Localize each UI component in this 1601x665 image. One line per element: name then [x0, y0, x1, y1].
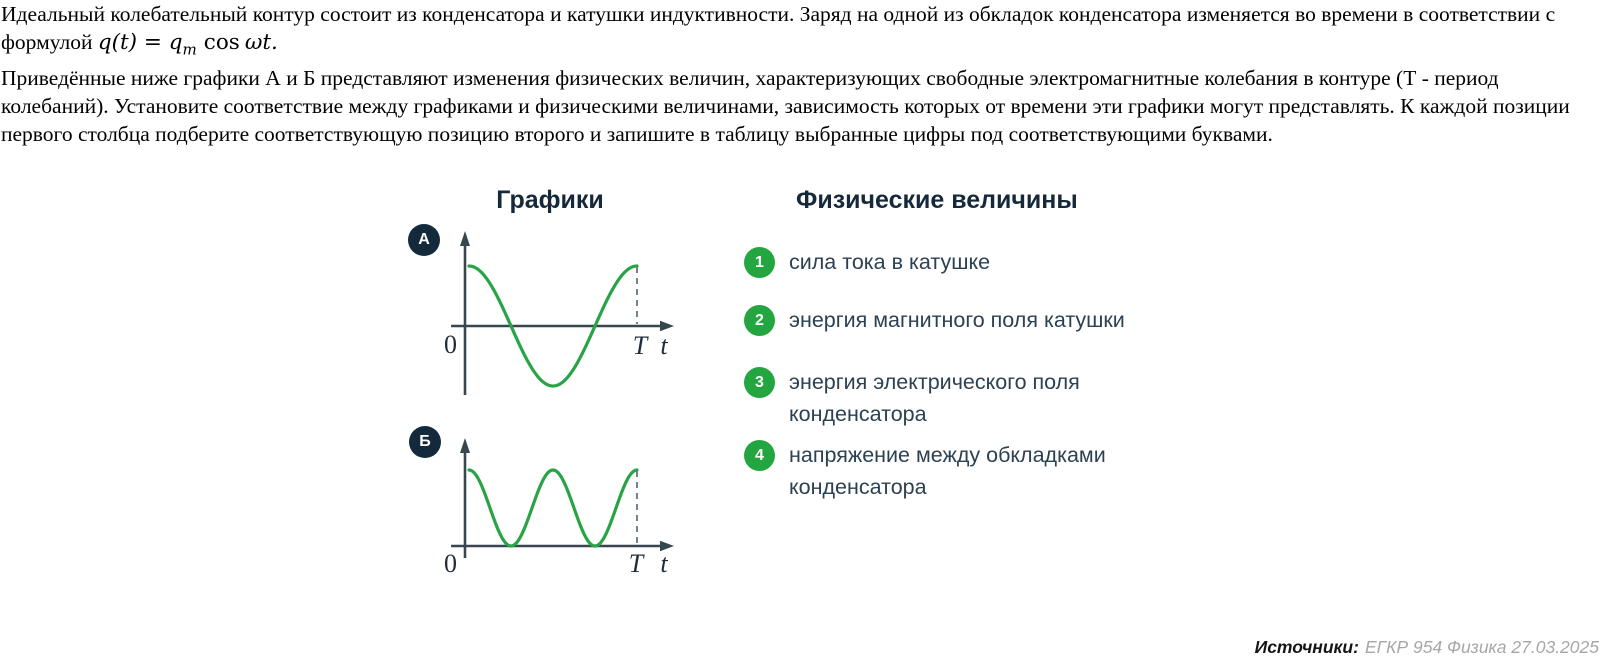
quantity-text: энергия электрического поля конденсатора — [789, 366, 1080, 430]
quantity-line: конденсатора — [789, 402, 927, 426]
graph-b-plot: 0 T t — [444, 438, 674, 578]
quantity-line: сила тока в катушке — [789, 250, 991, 274]
waveform-curve — [467, 264, 639, 388]
origin-label: 0 — [444, 330, 457, 359]
x-axis-arrow-icon — [660, 540, 674, 552]
quantity-item-1: 1 сила тока в катушке — [744, 246, 990, 278]
graph-b-badge: Б — [409, 426, 441, 458]
time-axis-label: t — [660, 331, 668, 360]
graphs-column-title: Графики — [496, 186, 604, 214]
sources-label: Источники: — [1254, 637, 1359, 657]
time-axis-label: t — [660, 549, 668, 578]
formula-lhs: q(t) = q — [97, 30, 183, 56]
x-axis-arrow-icon — [660, 320, 674, 332]
formula-subscript: m — [182, 40, 197, 59]
quantity-text: напряжение между обкладками конденсатора — [789, 439, 1106, 503]
sources-footer: Источники: ЕГКР 954 Физика 27.03.2025 — [1255, 637, 1599, 658]
quantity-item-2: 2 энергия магнитного поля катушки — [744, 304, 1125, 336]
source-link[interactable]: ЕГКР 954 Физика 27.03.2025 — [1364, 637, 1599, 657]
origin-label: 0 — [444, 549, 457, 578]
quantity-text: энергия магнитного поля катушки — [789, 304, 1125, 336]
quantities-column-title: Физические величины — [796, 186, 1078, 214]
formula-cos: cos — [203, 30, 240, 56]
problem-paragraph-2: Приведённые ниже графики А и Б представл… — [1, 65, 1570, 147]
y-axis-arrow-icon — [460, 231, 470, 246]
period-label: T — [629, 549, 645, 578]
waveform-curve — [467, 468, 639, 548]
quantity-text: сила тока в катушке — [789, 246, 990, 278]
paragraph-1-text: Идеальный колебательный контур состоит и… — [1, 2, 1556, 55]
quantity-number-badge: 1 — [744, 247, 775, 278]
quantity-number-badge: 3 — [744, 367, 775, 398]
quantity-line: напряжение между обкладками — [789, 443, 1106, 467]
quantity-item-3: 3 энергия электрического поля конденсато… — [744, 366, 1080, 430]
quantity-number-badge: 2 — [744, 305, 775, 336]
quantity-item-4: 4 напряжение между обкладками конденсато… — [744, 439, 1106, 503]
problem-statement: Идеальный колебательный контур состоит и… — [1, 0, 1599, 149]
quantity-line: энергия магнитного поля катушки — [789, 308, 1125, 332]
graph-a-badge: А — [408, 224, 440, 256]
period-label: T — [633, 331, 649, 360]
graph-a-plot: 0 T t — [444, 231, 674, 395]
graph-a: А 0 T t — [395, 215, 690, 410]
quantity-line: энергия электрического поля — [789, 370, 1080, 394]
y-axis-arrow-icon — [460, 438, 470, 453]
quantity-line: конденсатора — [789, 475, 927, 499]
problem-paragraph-1: Идеальный колебательный контур состоит и… — [1, 0, 1599, 64]
graph-b: Б 0 T t — [395, 415, 690, 590]
charge-formula: q(t) = qm cos ωt. — [97, 30, 278, 58]
formula-arg: ωt. — [244, 30, 278, 56]
quantity-number-badge: 4 — [744, 440, 775, 471]
